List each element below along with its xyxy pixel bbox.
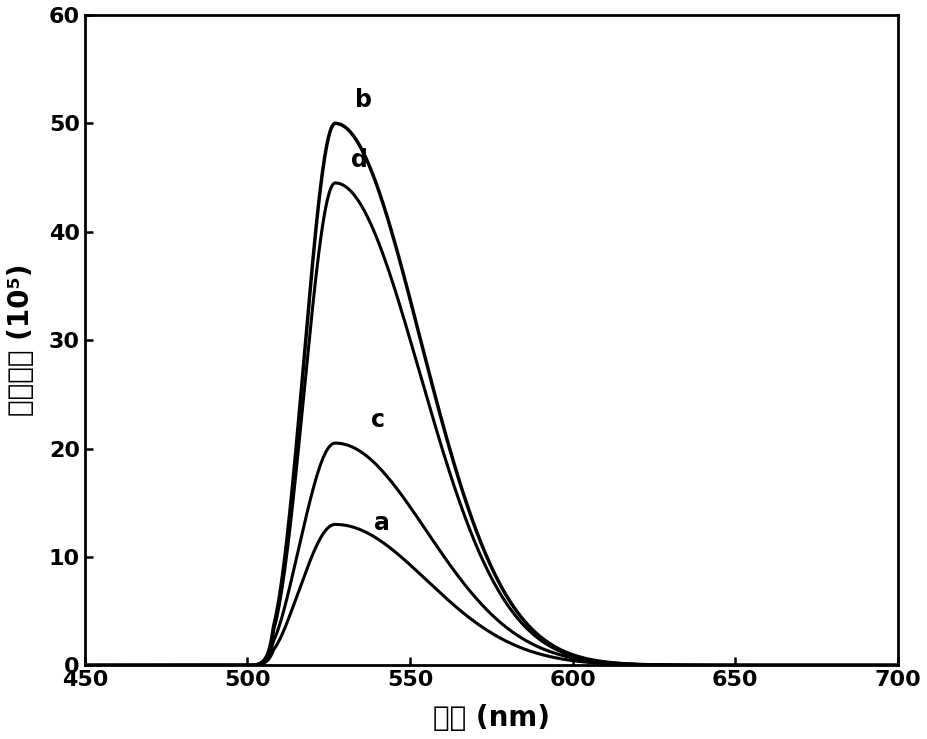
- X-axis label: 波长 (nm): 波长 (nm): [432, 704, 549, 732]
- Text: d: d: [351, 148, 368, 172]
- Text: c: c: [371, 408, 385, 432]
- Text: b: b: [354, 89, 372, 112]
- Y-axis label: 荧光强度 (10⁵): 荧光强度 (10⁵): [6, 264, 35, 416]
- Text: a: a: [374, 511, 389, 535]
